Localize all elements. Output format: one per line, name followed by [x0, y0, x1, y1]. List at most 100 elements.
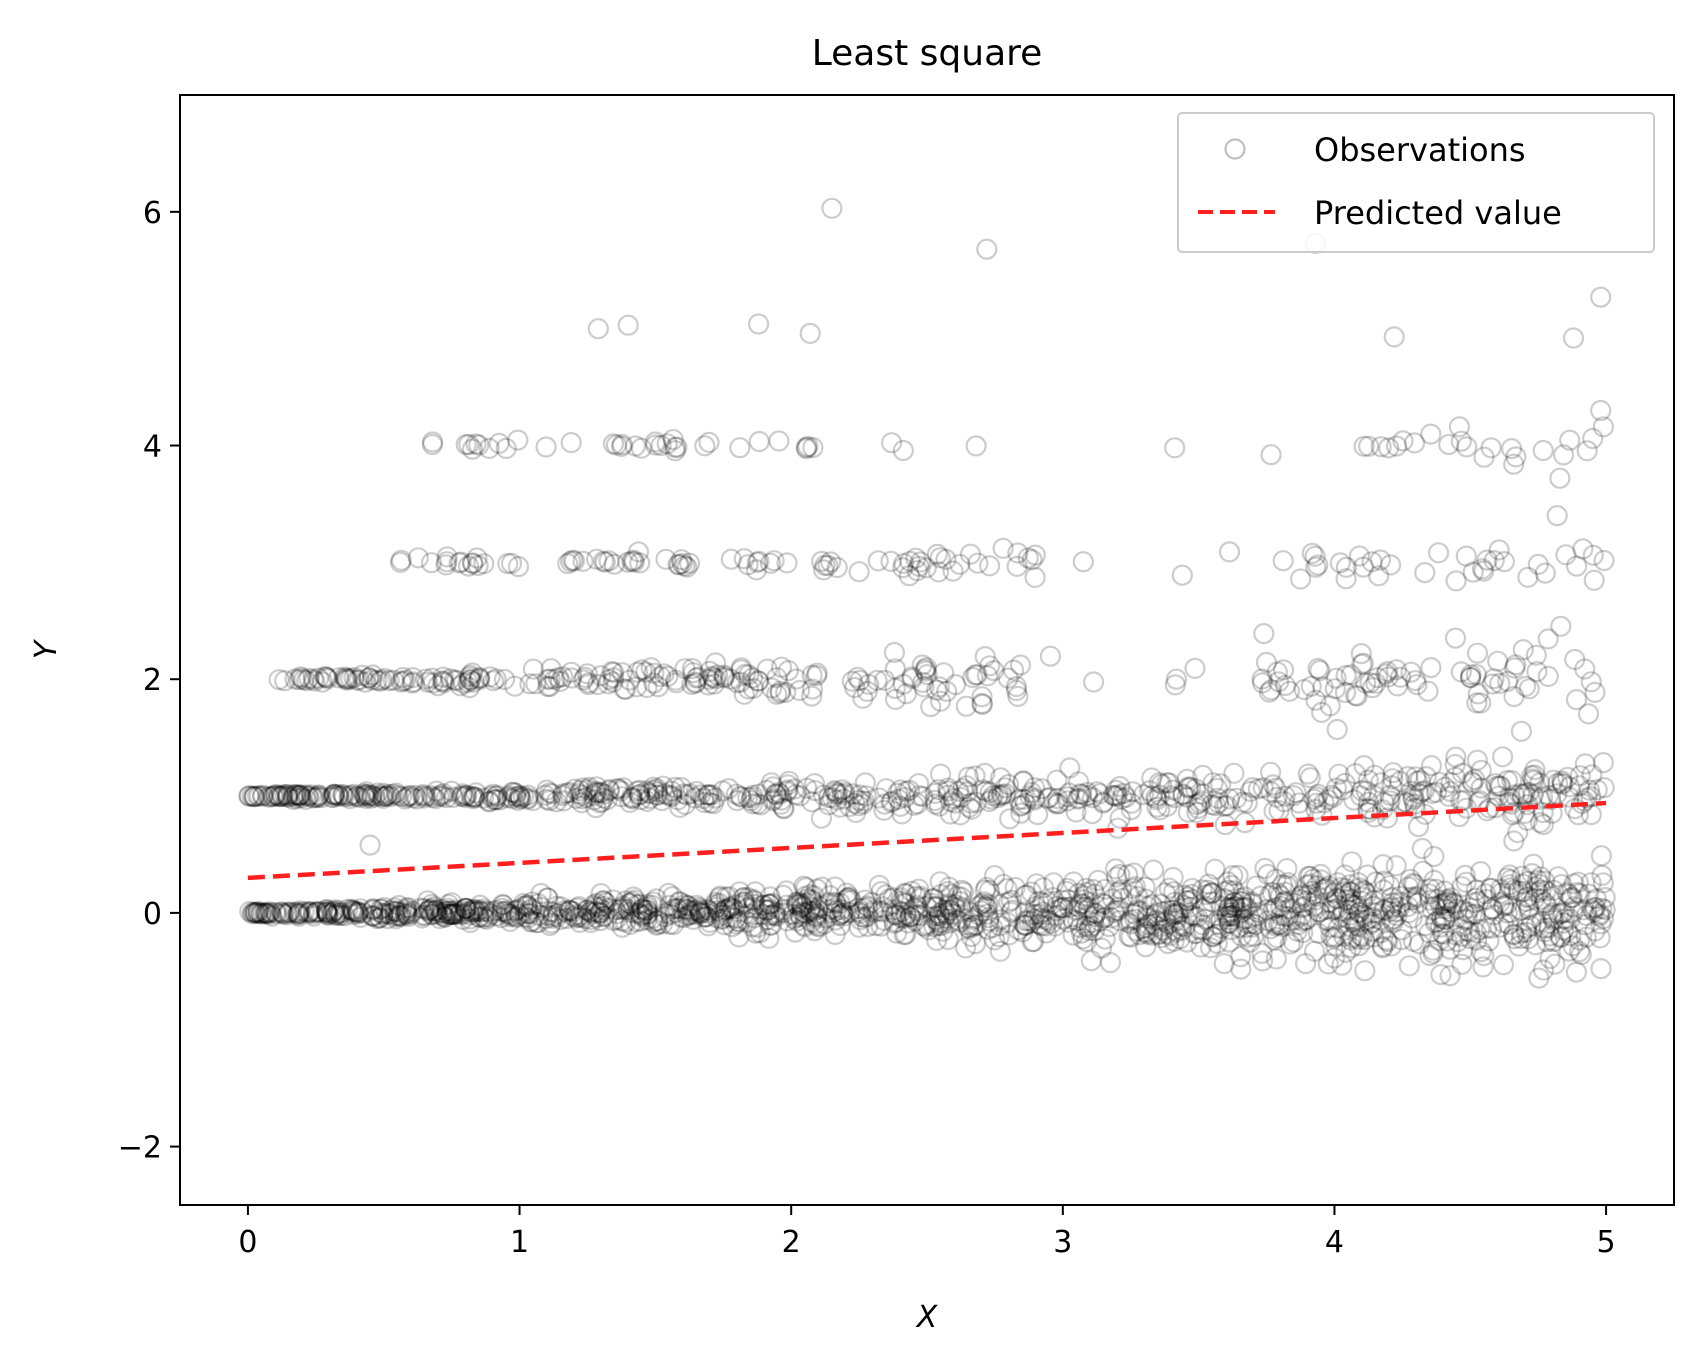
- observation-point: [729, 785, 751, 807]
- observation-point: [1135, 936, 1157, 958]
- observation-point: [656, 433, 678, 455]
- observation-point: [452, 908, 474, 931]
- observation-point: [1550, 873, 1573, 896]
- observation-point: [915, 895, 938, 918]
- observation-point: [959, 543, 982, 565]
- observation-point: [898, 779, 921, 801]
- observation-point: [852, 687, 874, 709]
- observation-point: [483, 789, 505, 811]
- observation-point: [1549, 926, 1572, 949]
- observation-point: [1075, 930, 1098, 953]
- observation-point: [1230, 887, 1252, 910]
- observation-point: [776, 894, 798, 916]
- observation-point: [756, 899, 778, 921]
- observation-point: [1047, 792, 1070, 815]
- observation-point: [1450, 661, 1472, 683]
- observation-point: [629, 784, 651, 806]
- observation-point: [785, 668, 807, 690]
- observation-point: [422, 431, 444, 453]
- observation-point: [608, 778, 630, 800]
- observation-point: [398, 785, 420, 807]
- observation-point: [448, 552, 470, 574]
- observation-point: [829, 914, 851, 937]
- observation-point: [949, 553, 971, 576]
- observation-point: [504, 900, 526, 922]
- observation-point: [1176, 890, 1198, 912]
- observation-point: [988, 893, 1011, 916]
- observation-point: [957, 916, 979, 939]
- observation-point: [569, 904, 592, 926]
- observation-point: [1154, 882, 1176, 904]
- observation-point: [259, 902, 281, 924]
- observation-point: [1503, 784, 1525, 806]
- observation-point: [1517, 870, 1539, 892]
- observation-point: [1082, 671, 1105, 693]
- observation-point: [485, 788, 507, 811]
- observation-point: [1369, 909, 1392, 931]
- observation-point: [848, 916, 870, 938]
- observation-point: [557, 552, 579, 575]
- observation-point: [892, 673, 914, 695]
- observation-point: [636, 790, 658, 813]
- observation-point: [674, 898, 696, 920]
- observation-point: [1419, 889, 1441, 911]
- observation-point: [944, 896, 966, 918]
- observation-point: [490, 906, 512, 929]
- observation-point: [769, 783, 791, 805]
- observation-point: [1476, 888, 1498, 911]
- observation-point: [1231, 891, 1253, 913]
- observation-point: [346, 669, 368, 691]
- observation-point: [819, 884, 841, 907]
- observation-point: [1172, 783, 1194, 805]
- observation-point: [829, 796, 851, 818]
- observation-point: [1528, 967, 1550, 989]
- observation-point: [936, 904, 958, 926]
- observation-point: [791, 901, 813, 923]
- observation-point: [1162, 899, 1184, 922]
- observation-point: [459, 911, 481, 934]
- observation-point: [442, 786, 464, 809]
- observation-point: [1515, 887, 1538, 909]
- observation-point: [1122, 877, 1144, 900]
- observation-point: [1056, 786, 1079, 808]
- observation-point: [1573, 790, 1595, 812]
- observation-point: [642, 907, 664, 929]
- observation-point: [1216, 794, 1238, 817]
- observation-point: [238, 785, 260, 807]
- observation-point: [770, 656, 793, 678]
- observation-point: [853, 790, 875, 812]
- observation-point: [537, 668, 559, 690]
- observation-point: [1314, 898, 1336, 921]
- observation-point: [1092, 907, 1115, 929]
- observation-point: [1547, 866, 1569, 888]
- observation-point: [824, 891, 846, 913]
- observation-point: [1525, 644, 1547, 666]
- observation-point: [1368, 565, 1390, 587]
- observation-point: [785, 906, 808, 928]
- observation-point: [459, 904, 481, 926]
- observation-point: [1094, 906, 1117, 928]
- observation-point: [1110, 878, 1133, 901]
- observation-point: [1010, 802, 1032, 824]
- observation-point: [1156, 795, 1178, 817]
- observation-point: [762, 790, 784, 812]
- observation-point: [899, 906, 921, 928]
- observation-point: [521, 910, 543, 932]
- observation-point: [873, 909, 895, 932]
- observation-point: [468, 667, 490, 689]
- observation-point: [1580, 785, 1602, 808]
- observation-point: [1299, 767, 1321, 789]
- observation-point: [588, 902, 611, 924]
- observation-point: [1228, 916, 1250, 939]
- observation-point: [890, 907, 912, 929]
- observation-point: [1514, 782, 1536, 805]
- observation-point: [1574, 914, 1596, 936]
- observation-point: [773, 899, 795, 921]
- observation-point: [298, 900, 320, 923]
- observation-point: [989, 909, 1012, 931]
- observation-point: [550, 908, 572, 931]
- observation-point: [615, 678, 637, 700]
- observation-point: [1404, 793, 1426, 815]
- observation-point: [1081, 915, 1103, 937]
- x-tick-label: 0: [238, 1225, 257, 1260]
